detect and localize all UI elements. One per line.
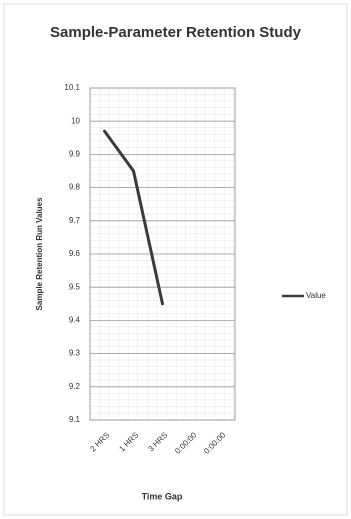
y-tick-label: 9.7 — [69, 216, 81, 225]
y-tick-label: 9.6 — [69, 249, 81, 258]
y-tick-label: 10 — [71, 116, 80, 125]
x-axis-label: Time Gap — [142, 491, 183, 501]
y-tick-label: 9.1 — [69, 415, 81, 424]
y-tick-label: 9.3 — [69, 349, 81, 358]
data-line — [103, 129, 164, 306]
y-tick-label: 9.4 — [69, 316, 81, 325]
y-tick-label: 9.8 — [69, 183, 81, 192]
y-tick-label: 10.1 — [64, 83, 80, 92]
chart-title: Sample-Parameter Retention Study — [50, 24, 301, 41]
legend-label: Value — [306, 291, 326, 300]
y-tick-label: 9.5 — [69, 282, 81, 291]
y-tick-label: 9.9 — [69, 150, 81, 159]
y-axis-label: Sample Retention Run Values — [35, 197, 44, 310]
y-tick-label: 9.2 — [69, 382, 81, 391]
